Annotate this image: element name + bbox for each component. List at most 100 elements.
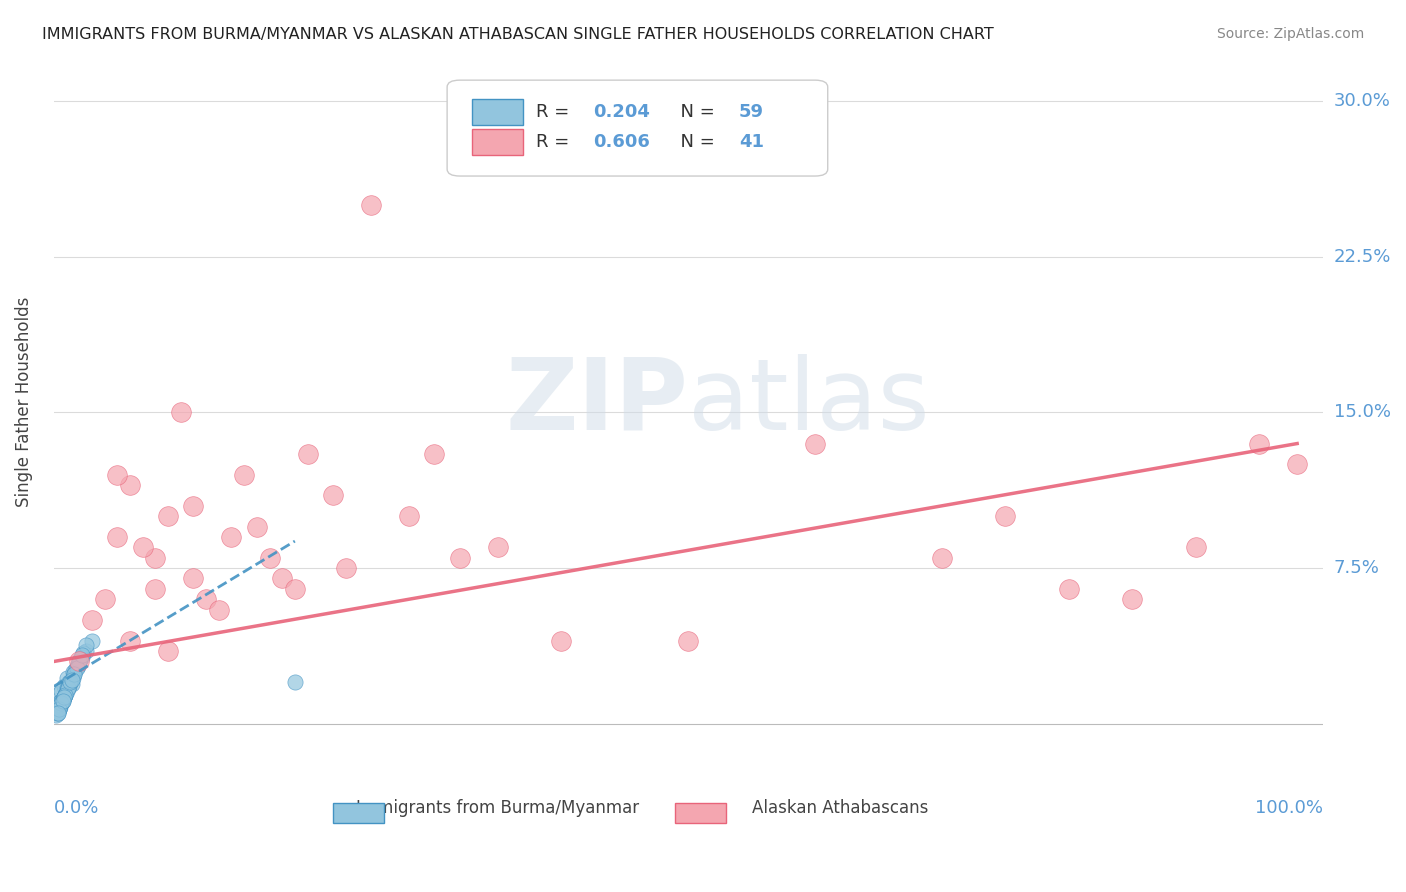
Point [53, 688, 76, 702]
Point [48, 700, 70, 714]
Point [131, 541, 153, 555]
Point [66, 661, 89, 675]
Point [67, 655, 90, 669]
Point [46, 696, 69, 710]
Point [398, 509, 420, 524]
Point [183, 571, 205, 585]
Point [53, 688, 76, 702]
Point [46, 702, 69, 716]
FancyBboxPatch shape [333, 803, 384, 823]
Text: Alaskan Athabascans: Alaskan Athabascans [752, 799, 928, 817]
Point [52, 691, 75, 706]
Point [322, 488, 344, 502]
Point [156, 509, 179, 524]
Point [60, 677, 83, 691]
Point [67, 655, 90, 669]
Point [66, 658, 89, 673]
Point [51, 696, 73, 710]
Point [1249, 436, 1271, 450]
Point [52, 694, 75, 708]
Text: N =: N = [669, 103, 721, 120]
Text: IMMIGRANTS FROM BURMA/MYANMAR VS ALASKAN ATHABASCAN SINGLE FATHER HOUSEHOLDS COR: IMMIGRANTS FROM BURMA/MYANMAR VS ALASKAN… [42, 27, 994, 42]
Point [52, 694, 75, 708]
Point [51, 683, 73, 698]
Point [195, 592, 218, 607]
Point [676, 633, 699, 648]
Point [58, 679, 80, 693]
Point [221, 530, 243, 544]
Text: 0.0%: 0.0% [53, 799, 100, 817]
Point [48, 702, 70, 716]
Text: atlas: atlas [688, 353, 929, 450]
Point [80, 633, 103, 648]
Text: R =: R = [536, 134, 575, 152]
Point [80, 613, 103, 627]
Point [51, 694, 73, 708]
Point [183, 499, 205, 513]
Text: 0.204: 0.204 [593, 103, 650, 120]
Point [423, 447, 446, 461]
Point [45, 706, 67, 721]
Point [170, 405, 193, 419]
Point [58, 675, 80, 690]
Point [46, 704, 69, 718]
Point [449, 550, 471, 565]
FancyBboxPatch shape [472, 99, 523, 125]
Point [143, 582, 166, 596]
Point [271, 571, 294, 585]
Text: 7.5%: 7.5% [1334, 559, 1379, 577]
Point [994, 509, 1017, 524]
Point [56, 681, 79, 696]
Point [56, 681, 79, 696]
Point [51, 696, 73, 710]
Point [55, 671, 77, 685]
Text: 30.0%: 30.0% [1334, 92, 1391, 110]
Point [52, 691, 75, 706]
Point [62, 665, 84, 679]
Point [46, 706, 69, 721]
Point [62, 671, 84, 685]
Point [65, 663, 87, 677]
Point [105, 467, 128, 482]
Text: 22.5%: 22.5% [1334, 248, 1391, 266]
Text: Source: ZipAtlas.com: Source: ZipAtlas.com [1216, 27, 1364, 41]
Point [49, 685, 72, 699]
Point [59, 675, 82, 690]
Point [69, 652, 91, 666]
Point [931, 550, 953, 565]
Text: 15.0%: 15.0% [1334, 403, 1391, 421]
Point [70, 650, 93, 665]
Text: 59: 59 [740, 103, 763, 120]
Point [72, 646, 94, 660]
Point [804, 436, 827, 450]
Point [1121, 592, 1143, 607]
Point [1057, 582, 1080, 596]
Text: R =: R = [536, 103, 575, 120]
Point [53, 688, 76, 702]
Point [208, 602, 231, 616]
Point [70, 648, 93, 663]
Point [1184, 541, 1206, 555]
Point [55, 681, 77, 696]
Point [53, 690, 76, 704]
Point [93, 592, 115, 607]
Point [53, 690, 76, 704]
Point [48, 702, 70, 716]
Point [1286, 458, 1309, 472]
Point [143, 550, 166, 565]
Point [45, 708, 67, 723]
FancyBboxPatch shape [447, 80, 828, 176]
Point [550, 633, 572, 648]
Point [48, 702, 70, 716]
Point [284, 582, 307, 596]
Text: 100.0%: 100.0% [1254, 799, 1323, 817]
Point [360, 198, 382, 212]
Point [49, 700, 72, 714]
Point [66, 658, 89, 673]
Point [246, 519, 269, 533]
Point [60, 673, 83, 688]
Point [105, 530, 128, 544]
Point [75, 638, 97, 652]
Point [53, 690, 76, 704]
Point [63, 667, 86, 681]
